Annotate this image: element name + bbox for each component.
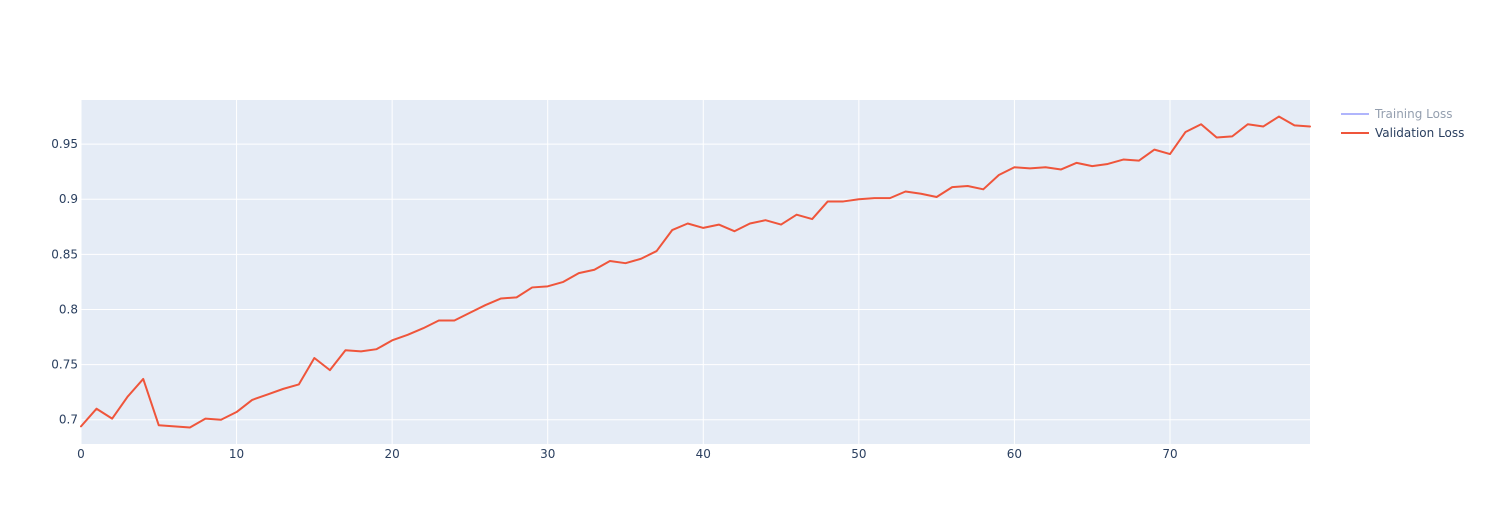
y-axis: 0.7 0.75 0.8 0.85 0.9 0.95 — [51, 137, 78, 427]
x-tick-label: 60 — [1007, 447, 1022, 461]
y-tick-label: 0.95 — [51, 137, 78, 151]
legend-item-training-loss[interactable]: Training Loss — [1341, 107, 1452, 121]
legend-item-validation-loss[interactable]: Validation Loss — [1341, 126, 1464, 140]
x-tick-label: 50 — [851, 447, 866, 461]
y-tick-label: 0.85 — [51, 247, 78, 261]
x-tick-label: 30 — [540, 447, 555, 461]
x-tick-label: 20 — [384, 447, 399, 461]
x-tick-label: 10 — [229, 447, 244, 461]
x-tick-label: 40 — [696, 447, 711, 461]
y-tick-label: 0.9 — [59, 192, 78, 206]
grid — [80, 100, 1310, 444]
x-tick-label: 0 — [77, 447, 85, 461]
series-layer — [80, 115, 1311, 429]
plot-background — [81, 100, 1310, 444]
series-line-validation-loss — [80, 115, 1311, 429]
legend-label: Validation Loss — [1375, 126, 1464, 140]
x-tick-label: 70 — [1162, 447, 1177, 461]
y-tick-label: 0.7 — [59, 413, 78, 427]
x-axis: 0 10 20 30 40 50 60 70 — [77, 447, 1177, 461]
legend-label: Training Loss — [1374, 107, 1452, 121]
y-tick-label: 0.8 — [59, 302, 78, 316]
y-tick-label: 0.75 — [51, 358, 78, 372]
legend: Training Loss Validation Loss — [1341, 107, 1464, 140]
